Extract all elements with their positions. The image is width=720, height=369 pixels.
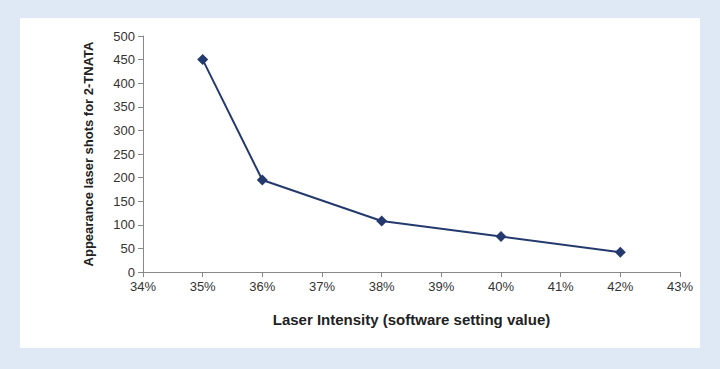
svg-text:Laser Intensity (software sett: Laser Intensity (software setting value): [273, 311, 551, 328]
svg-text:50: 50: [121, 241, 135, 256]
svg-text:37%: 37%: [309, 279, 335, 294]
svg-text:36%: 36%: [249, 279, 275, 294]
svg-text:300: 300: [113, 123, 135, 138]
svg-text:39%: 39%: [428, 279, 454, 294]
svg-text:450: 450: [113, 52, 135, 67]
svg-text:35%: 35%: [190, 279, 216, 294]
svg-text:38%: 38%: [369, 279, 395, 294]
svg-text:34%: 34%: [130, 279, 156, 294]
svg-text:200: 200: [113, 170, 135, 185]
svg-text:0: 0: [128, 265, 135, 280]
svg-text:250: 250: [113, 147, 135, 162]
svg-text:42%: 42%: [607, 279, 633, 294]
svg-text:350: 350: [113, 99, 135, 114]
svg-text:40%: 40%: [488, 279, 514, 294]
svg-text:100: 100: [113, 217, 135, 232]
svg-text:43%: 43%: [667, 279, 693, 294]
svg-text:400: 400: [113, 76, 135, 91]
svg-text:500: 500: [113, 29, 135, 44]
svg-text:Appearance laser shots for 2-T: Appearance laser shots for 2-TNATA: [81, 41, 96, 267]
svg-text:41%: 41%: [548, 279, 574, 294]
svg-text:150: 150: [113, 194, 135, 209]
